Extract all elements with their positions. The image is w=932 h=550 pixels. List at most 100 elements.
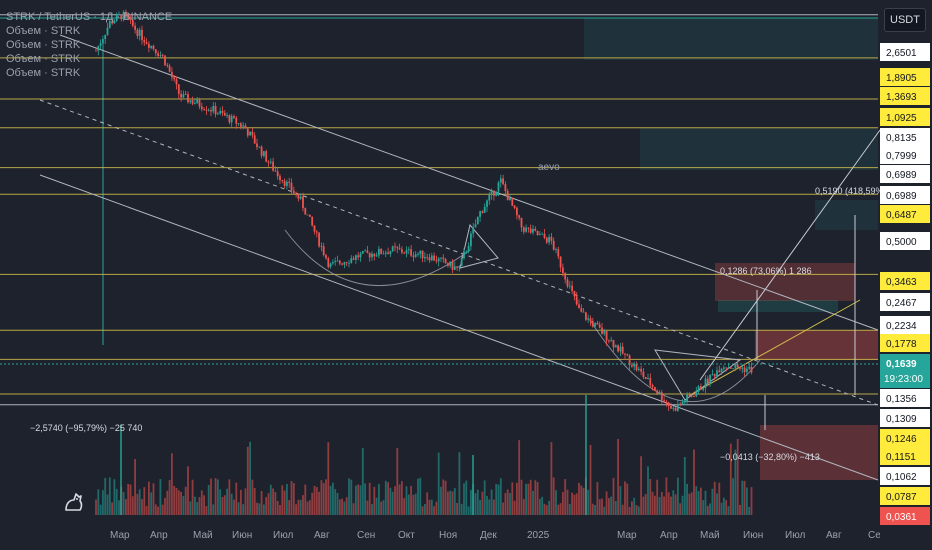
candle-body-158 [458,265,461,268]
target-zone-red-2 [755,330,878,360]
price-axis-label-12: 0,2234 [886,321,917,332]
volume-bar-66 [246,446,249,515]
volume-bar-167 [479,499,481,515]
volume-bar-217 [594,505,596,515]
candle-body-264 [702,387,705,390]
candle-body-77 [272,161,274,171]
candle-body-80 [279,176,281,180]
volume-bar-65 [244,488,247,515]
volume-bar-59 [230,493,233,515]
volume-bar-60 [233,499,235,515]
candle-body-274 [725,367,728,369]
time-axis-label-8: Ноя [439,530,457,541]
candle-body-233 [630,365,633,367]
volume-indicator-3[interactable]: Объем · STRK [6,53,81,65]
wedge-pattern [654,349,742,401]
candle-body-112 [352,258,355,260]
volume-bar-231 [626,483,629,515]
candle-body-42 [191,100,194,104]
price-axis-label-18: 0,1062 [886,472,917,483]
target-zone-upper [640,128,878,170]
volume-bar-262 [697,491,700,515]
volume-bar-240 [647,466,649,515]
volume-bar-245 [658,497,661,515]
volume-bar-175 [497,484,500,515]
candle-body-174 [495,191,498,196]
volume-indicator-2[interactable]: Объем · STRK [6,39,81,51]
volume-bar-34 [173,485,176,515]
candle-body-109 [345,262,348,264]
candle-body-217 [594,322,596,327]
candle-body-66 [246,128,249,136]
price-axis-label-13: 0,1778 [886,339,917,350]
candle-body-173 [492,190,495,196]
volume-bar-273 [722,497,725,515]
candle-body-151 [442,257,445,260]
candle-body-53 [216,113,219,115]
volume-bar-138 [412,494,415,515]
volume-bar-174 [495,483,498,515]
price-badge-7 [880,186,930,204]
volume-bar-139 [414,493,417,515]
time-axis-label-10: 2025 [527,530,550,541]
volume-indicator-4[interactable]: Объем · STRK [6,67,81,79]
candle-body-131 [396,247,399,249]
volume-bar-26 [154,504,157,515]
target-zone-red-1 [715,263,855,301]
candle-body-240 [647,377,649,380]
volume-bar-5 [106,494,109,515]
volume-bar-68 [251,479,254,515]
volume-bar-20 [141,499,143,515]
triangle-pattern [459,223,499,269]
volume-bar-256 [683,457,686,515]
candle-body-170 [486,200,488,207]
candle-body-200 [555,249,557,250]
candle-body-24 [150,45,153,48]
volume-bar-199 [552,477,555,515]
candle-body-50 [210,110,212,112]
volume-bar-209 [575,493,578,515]
candle-body-41 [189,100,192,103]
volume-bar-100 [325,479,327,515]
volume-bar-43 [193,496,196,515]
candle-body-48 [205,109,208,111]
candle-body-168 [481,211,484,213]
price-badge-9 [880,232,930,250]
candle-body-139 [414,254,417,257]
volume-bar-106 [338,499,341,515]
volume-bar-266 [706,505,709,515]
candle-body-245 [658,392,661,394]
volume-bar-9 [115,488,118,515]
volume-bar-283 [745,487,748,515]
time-axis-label-1: Апр [150,530,168,541]
volume-bar-162 [467,506,470,515]
volume-bar-50 [210,478,212,515]
volume-bar-198 [550,442,553,515]
volume-bar-64 [242,504,245,515]
candle-body-226 [614,345,617,348]
volume-bar-1 [97,489,100,515]
volume-bar-36 [177,490,180,515]
candle-body-198 [550,236,553,241]
volume-bar-206 [568,503,571,515]
volume-indicator-1[interactable]: Объем · STRK [6,25,81,37]
volume-bar-41 [189,501,192,515]
volume-bar-32 [168,480,171,515]
candle-body-239 [644,377,647,380]
symbol-title[interactable]: STRK / TetherUS · 1Д · BINANCE [6,11,173,23]
candle-body-273 [722,367,725,369]
candle-body-140 [417,254,419,255]
volume-bar-84 [288,500,291,515]
volume-bar-163 [469,489,472,515]
volume-bar-158 [458,452,461,515]
currency-button[interactable]: USDT [884,8,926,32]
volume-bar-272 [720,502,723,515]
volume-bar-14 [127,484,130,515]
candle-body-285 [750,366,753,373]
candle-body-6 [108,21,111,28]
candle-body-103 [331,262,334,264]
candle-body-105 [336,260,339,262]
volume-bar-244 [656,479,659,515]
candle-body-162 [467,246,470,252]
